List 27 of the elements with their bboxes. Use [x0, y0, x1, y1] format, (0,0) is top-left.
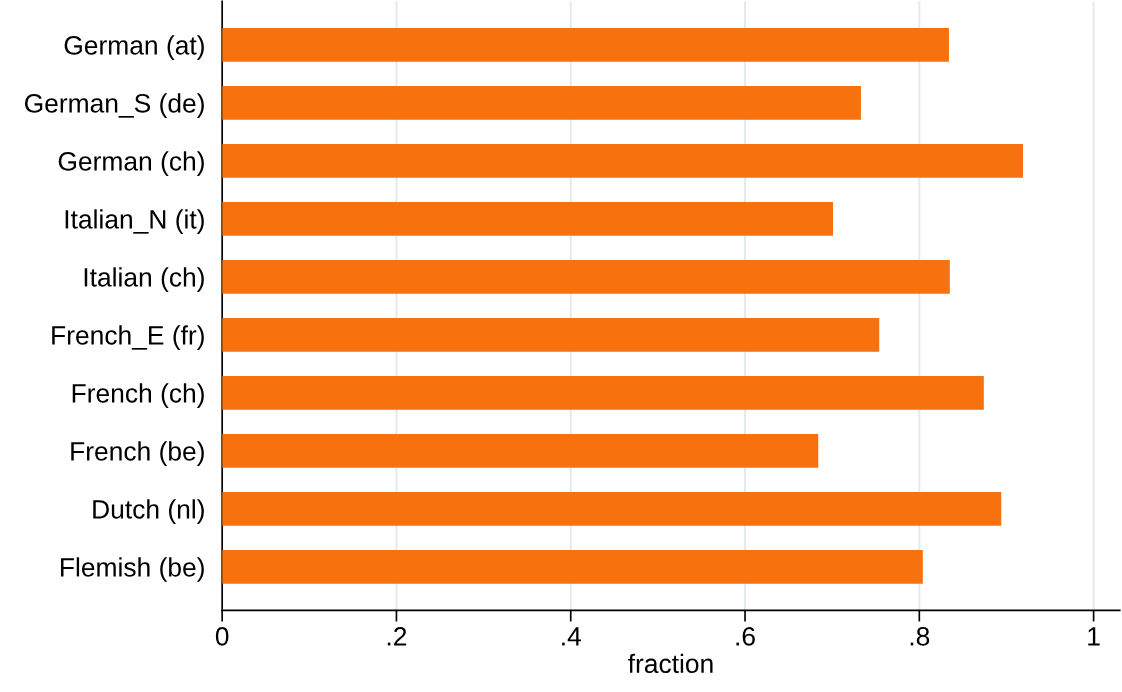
y-tick-label: German (ch)	[58, 151, 204, 176]
x-axis-title: fraction	[628, 653, 713, 674]
x-tick-label: .8	[910, 627, 930, 646]
y-tick-label: German (at)	[64, 35, 204, 60]
bar	[222, 376, 984, 410]
y-tick-label: Italian_N (it)	[65, 209, 204, 234]
y-tick-label: Flemish (be)	[61, 557, 204, 582]
y-tick-label: French_E (fr)	[52, 325, 204, 350]
bar	[222, 144, 1024, 178]
y-tick-label: German_S (de)	[24, 93, 204, 118]
x-tick-label: .6	[736, 627, 755, 646]
bar	[222, 492, 1002, 526]
x-tick-label: 1	[1088, 627, 1100, 646]
bar	[222, 260, 950, 294]
bar	[222, 86, 861, 120]
bar	[222, 434, 819, 468]
bar	[222, 28, 949, 62]
y-tick-label: French (ch)	[72, 383, 204, 408]
y-tick-label: Italian (ch)	[84, 267, 204, 292]
bar	[222, 550, 923, 584]
x-tick-label: .4	[562, 627, 581, 646]
bar	[222, 202, 834, 236]
x-tick-label: 0	[215, 627, 229, 646]
x-tick-label: .2	[387, 627, 407, 646]
bar	[222, 318, 880, 352]
y-tick-label: Dutch (nl)	[93, 499, 204, 524]
y-tick-label: French (be)	[71, 441, 204, 466]
